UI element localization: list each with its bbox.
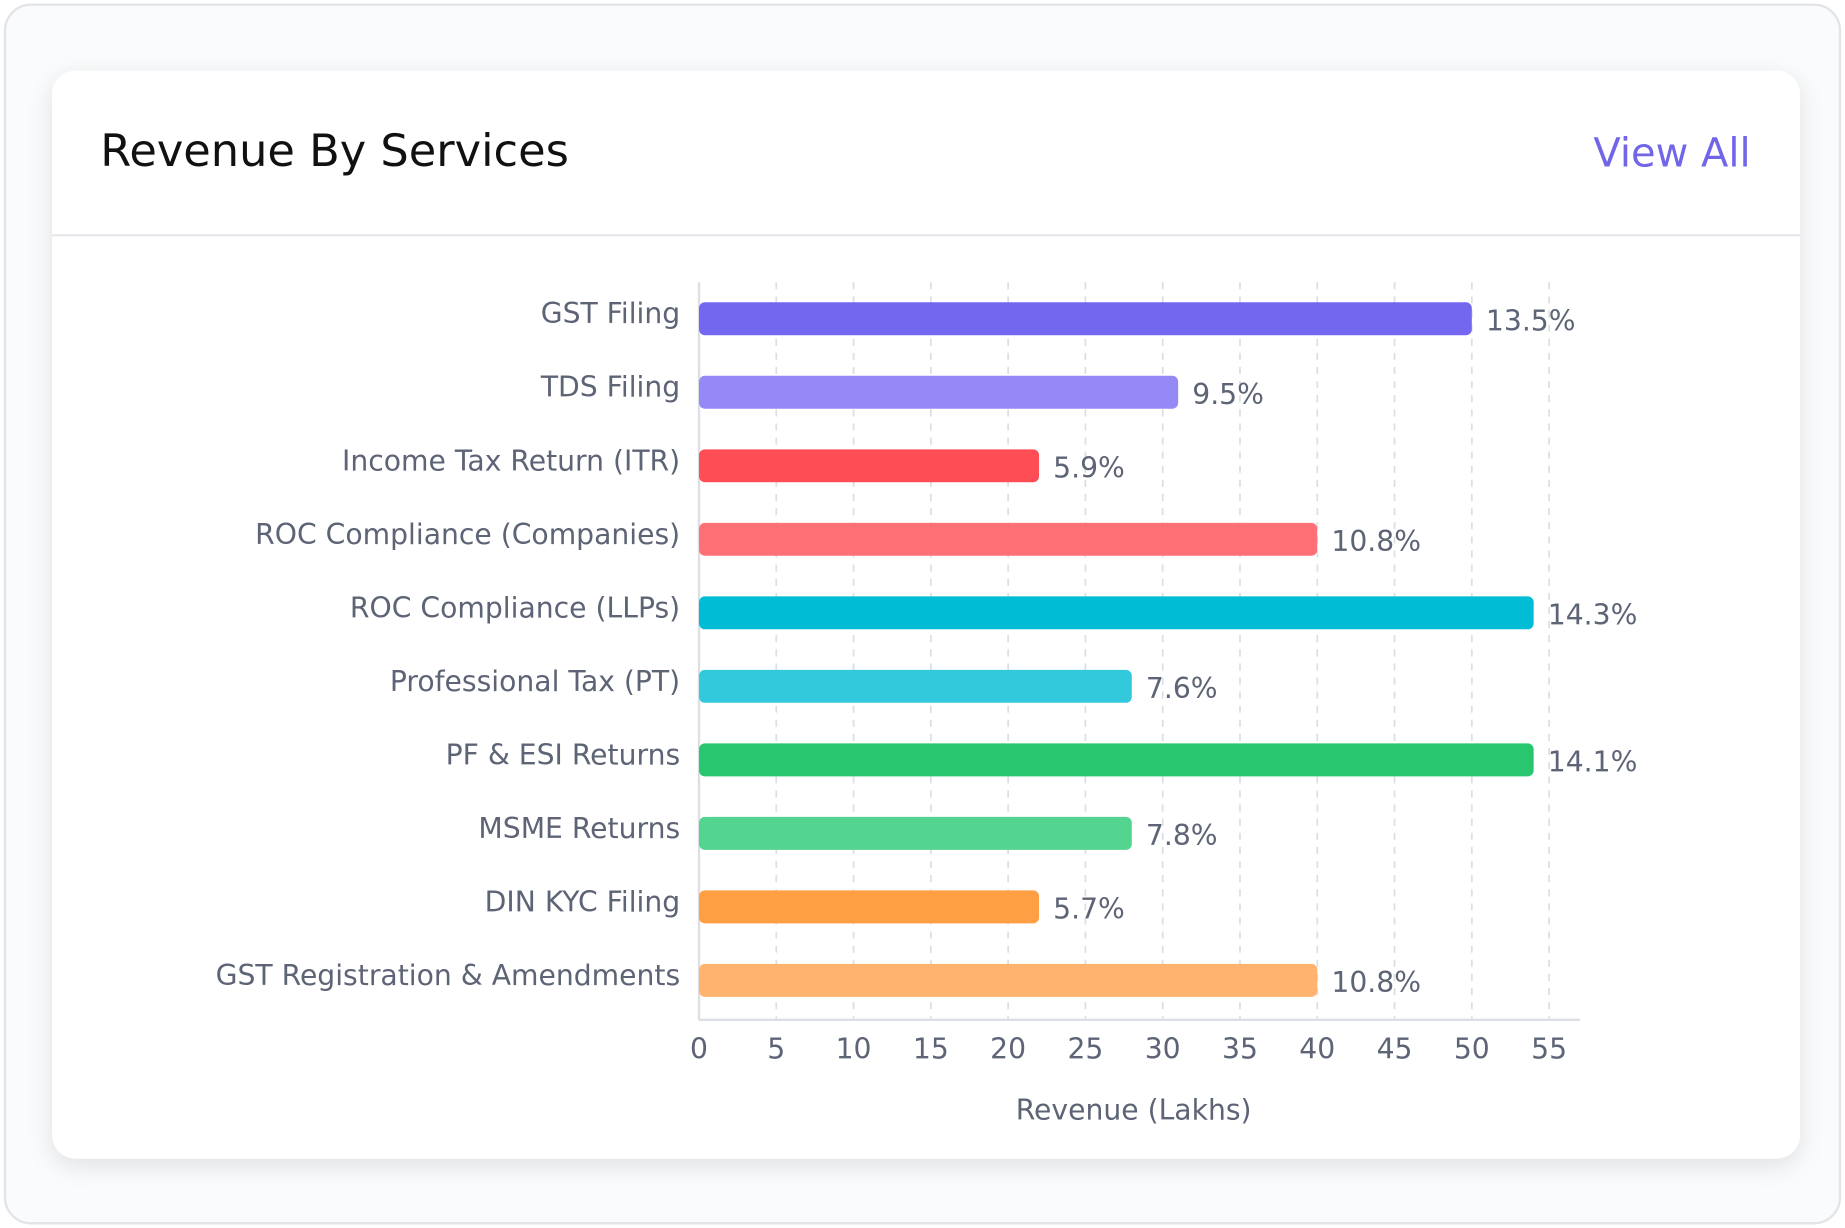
- share-label: 5.7%: [1053, 892, 1125, 925]
- x-tick-label: 45: [1377, 1032, 1413, 1065]
- category-label: TDS Filing: [540, 371, 680, 404]
- category-label: MSME Returns: [478, 812, 680, 845]
- category-label: PF & ESI Returns: [446, 738, 681, 771]
- category-label: GST Filing: [541, 297, 680, 330]
- share-label: 10.8%: [1331, 966, 1421, 999]
- x-tick-label: 30: [1145, 1032, 1181, 1065]
- x-tick-label: 0: [690, 1032, 708, 1065]
- category-label: DIN KYC Filing: [485, 885, 680, 918]
- bar: [699, 302, 1472, 336]
- x-tick-label: 35: [1222, 1032, 1258, 1065]
- view-all-link[interactable]: View All: [1593, 130, 1750, 176]
- bar: [699, 669, 1132, 703]
- bar: [699, 596, 1534, 630]
- bar: [699, 963, 1318, 997]
- plot: 0 5 10 15 20 25 30 35 40 45 50 55 Revenue (Lakhs) GST…: [216, 282, 1638, 1127]
- share-label: 9.5%: [1192, 378, 1264, 411]
- category-label: GST Registration & Amendments: [216, 959, 681, 992]
- x-tick-label: 5: [767, 1032, 785, 1065]
- x-tick-label: 25: [1067, 1032, 1103, 1065]
- share-label: 5.9%: [1053, 451, 1125, 484]
- card-title: Revenue By Services: [100, 125, 569, 177]
- x-axis-title: Revenue (Lakhs): [1016, 1094, 1252, 1127]
- share-label: 10.8%: [1331, 525, 1421, 558]
- x-tick-label: 55: [1531, 1032, 1567, 1065]
- category-label: Income Tax Return (ITR): [342, 444, 680, 477]
- bar: [699, 449, 1040, 483]
- bar: [699, 816, 1132, 850]
- category-label: Professional Tax (PT): [390, 665, 680, 698]
- bar: [699, 522, 1318, 556]
- x-tick-label: 50: [1454, 1032, 1490, 1065]
- x-tick-label: 15: [913, 1032, 949, 1065]
- x-tick-label: 10: [836, 1032, 872, 1065]
- category-label: ROC Compliance (Companies): [255, 518, 680, 551]
- x-tick-label: 40: [1299, 1032, 1335, 1065]
- share-label: 7.6%: [1146, 672, 1218, 705]
- share-label: 14.1%: [1548, 745, 1638, 778]
- bar: [699, 743, 1534, 777]
- x-tick-label: 20: [990, 1032, 1026, 1065]
- bar: [699, 375, 1179, 409]
- share-label: 7.8%: [1146, 819, 1218, 852]
- bar: [699, 890, 1040, 924]
- category-label: ROC Compliance (LLPs): [350, 591, 680, 624]
- share-label: 13.5%: [1486, 304, 1576, 337]
- share-label: 14.3%: [1548, 598, 1638, 631]
